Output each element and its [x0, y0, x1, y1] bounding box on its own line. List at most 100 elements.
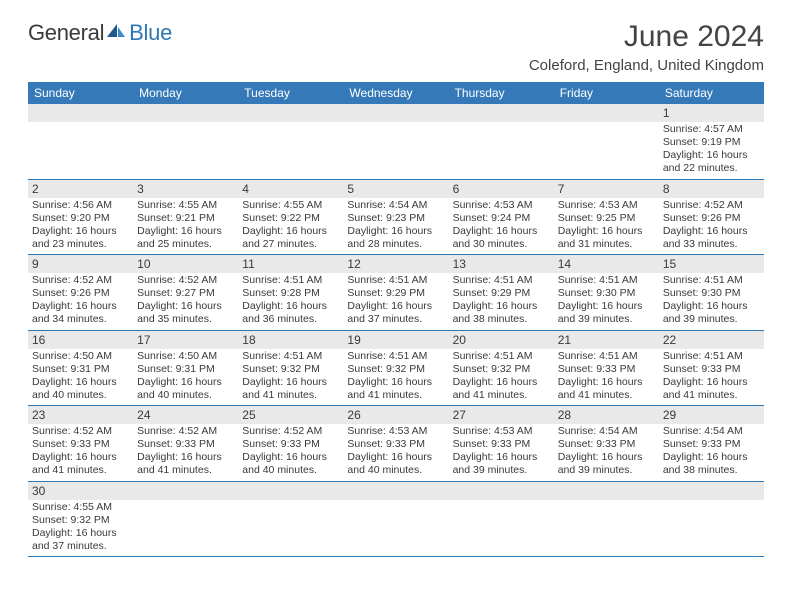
- day-number: 23: [28, 406, 133, 424]
- day-number-row: 1: [28, 104, 764, 122]
- day-number: 30: [28, 482, 133, 500]
- day-number: 27: [449, 406, 554, 424]
- day-detail: [343, 500, 448, 557]
- day-detail: Sunrise: 4:51 AM Sunset: 9:32 PM Dayligh…: [238, 349, 343, 406]
- day-number: 16: [28, 331, 133, 349]
- day-detail: Sunrise: 4:51 AM Sunset: 9:29 PM Dayligh…: [449, 273, 554, 330]
- dayhead-tue: Tuesday: [238, 82, 343, 104]
- day-number: 8: [659, 180, 764, 198]
- day-number: 4: [238, 180, 343, 198]
- day-detail: Sunrise: 4:53 AM Sunset: 9:24 PM Dayligh…: [449, 198, 554, 255]
- day-number: 5: [343, 180, 448, 198]
- day-number: 20: [449, 331, 554, 349]
- day-number: 6: [449, 180, 554, 198]
- day-number-row: 2345678: [28, 180, 764, 198]
- day-detail: [133, 122, 238, 179]
- day-detail: Sunrise: 4:55 AM Sunset: 9:32 PM Dayligh…: [28, 500, 133, 557]
- day-detail: Sunrise: 4:51 AM Sunset: 9:30 PM Dayligh…: [554, 273, 659, 330]
- week-row: 1Sunrise: 4:57 AM Sunset: 9:19 PM Daylig…: [28, 104, 764, 180]
- day-number-row: 23242526272829: [28, 406, 764, 424]
- day-number-row: 16171819202122: [28, 331, 764, 349]
- weeks-container: 1Sunrise: 4:57 AM Sunset: 9:19 PM Daylig…: [28, 104, 764, 557]
- dayhead-sun: Sunday: [28, 82, 133, 104]
- dayhead-fri: Friday: [554, 82, 659, 104]
- sail-icon: [105, 20, 127, 46]
- day-number: 12: [343, 255, 448, 273]
- detail-row: Sunrise: 4:56 AM Sunset: 9:20 PM Dayligh…: [28, 198, 764, 255]
- week-row: 9101112131415Sunrise: 4:52 AM Sunset: 9:…: [28, 255, 764, 331]
- day-number: 26: [343, 406, 448, 424]
- day-detail: Sunrise: 4:54 AM Sunset: 9:33 PM Dayligh…: [659, 424, 764, 481]
- dayhead-mon: Monday: [133, 82, 238, 104]
- day-number-row: 9101112131415: [28, 255, 764, 273]
- month-title: June 2024: [529, 20, 764, 54]
- day-detail: Sunrise: 4:50 AM Sunset: 9:31 PM Dayligh…: [28, 349, 133, 406]
- day-number: 21: [554, 331, 659, 349]
- day-detail: Sunrise: 4:52 AM Sunset: 9:33 PM Dayligh…: [238, 424, 343, 481]
- day-number: 9: [28, 255, 133, 273]
- detail-row: Sunrise: 4:55 AM Sunset: 9:32 PM Dayligh…: [28, 500, 764, 557]
- day-detail: Sunrise: 4:50 AM Sunset: 9:31 PM Dayligh…: [133, 349, 238, 406]
- day-number: [238, 104, 343, 122]
- day-detail: Sunrise: 4:57 AM Sunset: 9:19 PM Dayligh…: [659, 122, 764, 179]
- day-number: [238, 482, 343, 500]
- brand-part1: General: [28, 20, 104, 46]
- day-number: 24: [133, 406, 238, 424]
- detail-row: Sunrise: 4:52 AM Sunset: 9:33 PM Dayligh…: [28, 424, 764, 481]
- week-row: 30Sunrise: 4:55 AM Sunset: 9:32 PM Dayli…: [28, 482, 764, 558]
- day-number: 10: [133, 255, 238, 273]
- day-number: [659, 482, 764, 500]
- day-number: 13: [449, 255, 554, 273]
- day-number: [343, 104, 448, 122]
- day-detail: Sunrise: 4:52 AM Sunset: 9:26 PM Dayligh…: [28, 273, 133, 330]
- day-number: 7: [554, 180, 659, 198]
- day-detail: [659, 500, 764, 557]
- day-header-row: Sunday Monday Tuesday Wednesday Thursday…: [28, 82, 764, 104]
- day-number: [133, 104, 238, 122]
- header: General Blue June 2024 Coleford, England…: [28, 20, 764, 74]
- location: Coleford, England, United Kingdom: [529, 57, 764, 74]
- brand-logo: General Blue: [28, 20, 172, 46]
- day-number: 3: [133, 180, 238, 198]
- week-row: 16171819202122Sunrise: 4:50 AM Sunset: 9…: [28, 331, 764, 407]
- day-number: [449, 482, 554, 500]
- day-number: 14: [554, 255, 659, 273]
- day-number: [133, 482, 238, 500]
- calendar-grid: Sunday Monday Tuesday Wednesday Thursday…: [28, 82, 764, 557]
- day-detail: Sunrise: 4:54 AM Sunset: 9:23 PM Dayligh…: [343, 198, 448, 255]
- day-detail: [343, 122, 448, 179]
- day-detail: Sunrise: 4:53 AM Sunset: 9:33 PM Dayligh…: [343, 424, 448, 481]
- day-detail: Sunrise: 4:51 AM Sunset: 9:29 PM Dayligh…: [343, 273, 448, 330]
- day-detail: Sunrise: 4:53 AM Sunset: 9:33 PM Dayligh…: [449, 424, 554, 481]
- day-number: [554, 104, 659, 122]
- day-number-row: 30: [28, 482, 764, 500]
- day-detail: [133, 500, 238, 557]
- detail-row: Sunrise: 4:50 AM Sunset: 9:31 PM Dayligh…: [28, 349, 764, 406]
- day-number: 1: [659, 104, 764, 122]
- day-detail: Sunrise: 4:55 AM Sunset: 9:21 PM Dayligh…: [133, 198, 238, 255]
- day-detail: [28, 122, 133, 179]
- day-detail: [238, 500, 343, 557]
- day-number: 15: [659, 255, 764, 273]
- day-detail: Sunrise: 4:51 AM Sunset: 9:28 PM Dayligh…: [238, 273, 343, 330]
- day-number: [28, 104, 133, 122]
- day-detail: Sunrise: 4:51 AM Sunset: 9:32 PM Dayligh…: [449, 349, 554, 406]
- detail-row: Sunrise: 4:52 AM Sunset: 9:26 PM Dayligh…: [28, 273, 764, 330]
- week-row: 23242526272829Sunrise: 4:52 AM Sunset: 9…: [28, 406, 764, 482]
- day-detail: Sunrise: 4:51 AM Sunset: 9:30 PM Dayligh…: [659, 273, 764, 330]
- day-detail: Sunrise: 4:56 AM Sunset: 9:20 PM Dayligh…: [28, 198, 133, 255]
- day-number: 17: [133, 331, 238, 349]
- week-row: 2345678Sunrise: 4:56 AM Sunset: 9:20 PM …: [28, 180, 764, 256]
- title-block: June 2024 Coleford, England, United King…: [529, 20, 764, 74]
- day-number: [343, 482, 448, 500]
- calendar-page: General Blue June 2024 Coleford, England…: [0, 0, 792, 567]
- day-number: 28: [554, 406, 659, 424]
- day-detail: Sunrise: 4:54 AM Sunset: 9:33 PM Dayligh…: [554, 424, 659, 481]
- day-detail: Sunrise: 4:52 AM Sunset: 9:33 PM Dayligh…: [133, 424, 238, 481]
- day-detail: Sunrise: 4:51 AM Sunset: 9:33 PM Dayligh…: [659, 349, 764, 406]
- day-number: 29: [659, 406, 764, 424]
- day-number: 18: [238, 331, 343, 349]
- dayhead-thu: Thursday: [449, 82, 554, 104]
- day-detail: [554, 122, 659, 179]
- detail-row: Sunrise: 4:57 AM Sunset: 9:19 PM Dayligh…: [28, 122, 764, 179]
